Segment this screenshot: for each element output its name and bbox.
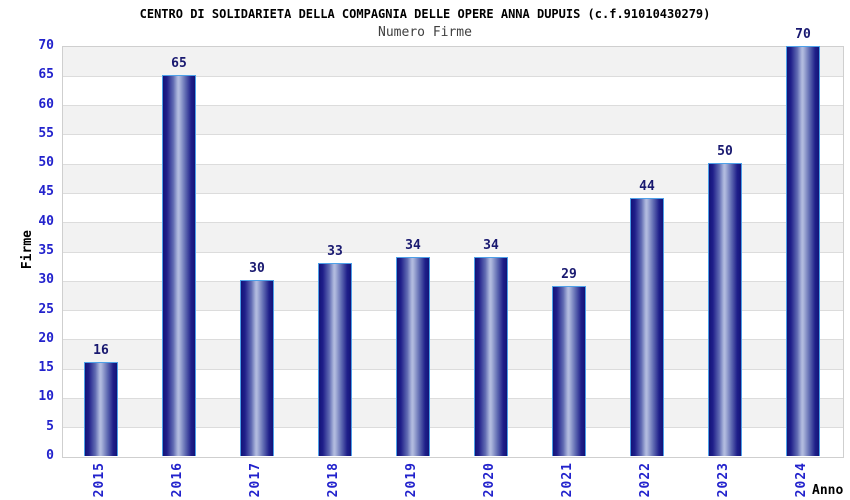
y-tick-label: 65: [38, 67, 54, 83]
gridline: [63, 192, 843, 194]
y-tick-label: 25: [38, 301, 54, 317]
chart-subtitle: Numero Firme: [378, 25, 472, 40]
gridline: [63, 310, 843, 312]
plot-band: [63, 252, 843, 282]
gridline: [63, 368, 843, 370]
gridline: [63, 134, 843, 136]
x-tick-label: 2021: [560, 462, 575, 498]
plot-band: [63, 193, 843, 223]
y-tick-label: 45: [38, 184, 54, 200]
x-tick-label: 2018: [326, 462, 341, 498]
x-tick-label: 2017: [248, 462, 263, 498]
gridline: [63, 280, 843, 282]
plot-band: [63, 47, 843, 77]
y-axis-title: Firme: [20, 230, 35, 270]
x-tick-label: 2019: [404, 462, 419, 498]
gridline: [63, 397, 843, 399]
plot-band: [63, 76, 843, 106]
plot-band: [63, 339, 843, 370]
y-tick-label: 20: [38, 330, 54, 346]
x-tick-label: 2020: [482, 462, 497, 498]
plot-area: [62, 46, 844, 458]
gridline: [63, 105, 843, 107]
y-tick-label: 70: [38, 38, 54, 53]
x-tick-label: 2015: [92, 462, 107, 498]
plot-band: [63, 134, 843, 165]
gridline: [63, 222, 843, 224]
gridline: [63, 427, 843, 429]
gridline: [63, 163, 843, 165]
plot-band: [63, 164, 843, 194]
y-tick-label: 10: [38, 389, 54, 405]
gridline: [63, 251, 843, 253]
y-tick-label: 60: [38, 96, 54, 112]
chart-title: CENTRO DI SOLIDARIETA DELLA COMPAGNIA DE…: [139, 7, 711, 21]
plot-band: [63, 427, 843, 457]
x-tick-label: 2016: [170, 462, 185, 498]
gridline: [63, 75, 843, 77]
plot-band: [63, 105, 843, 135]
y-tick-label: 5: [46, 418, 54, 434]
plot-band: [63, 398, 843, 428]
y-tick-label: 0: [46, 448, 54, 463]
gridline: [63, 339, 843, 341]
y-tick-label: 15: [38, 360, 54, 376]
plot-band: [63, 222, 843, 252]
plot-band: [63, 310, 843, 340]
x-tick-label: 2022: [638, 462, 653, 498]
x-axis-title: Anno: [812, 483, 844, 498]
plot-band: [63, 369, 843, 399]
y-tick-label: 40: [38, 213, 54, 229]
y-tick-label: 30: [38, 272, 54, 288]
plot-band: [63, 281, 843, 311]
y-tick-label: 55: [38, 125, 54, 141]
y-tick-label: 50: [38, 155, 54, 171]
x-tick-label: 2024: [794, 462, 809, 498]
x-tick-label: 2023: [716, 462, 731, 498]
